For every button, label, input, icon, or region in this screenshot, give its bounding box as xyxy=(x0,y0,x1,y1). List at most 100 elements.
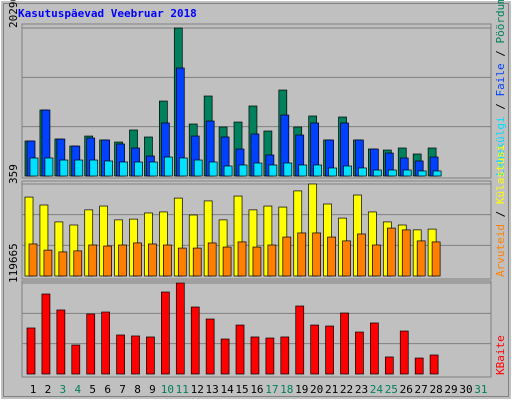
bar xyxy=(313,164,323,177)
legend-separator: / xyxy=(494,97,507,117)
x-tick-label: 11 xyxy=(176,383,189,396)
bar xyxy=(175,282,185,375)
bar xyxy=(104,160,114,177)
bar xyxy=(29,157,39,177)
bar xyxy=(298,164,308,177)
bar xyxy=(283,162,293,177)
x-tick-label: 31 xyxy=(474,383,487,396)
bar xyxy=(235,324,245,375)
bar xyxy=(267,244,277,277)
bar xyxy=(205,318,215,375)
bar xyxy=(86,313,96,375)
bar xyxy=(220,338,230,375)
x-tick-label: 20 xyxy=(310,383,323,396)
bar xyxy=(134,161,143,177)
bar xyxy=(372,244,381,277)
bar xyxy=(41,293,51,375)
x-tick-label: 18 xyxy=(280,383,293,396)
x-tick-label: 30 xyxy=(459,383,472,396)
x-tick-label: 13 xyxy=(206,383,219,396)
legend-entry: Faile xyxy=(494,63,507,96)
bar xyxy=(312,232,322,277)
x-tick-label: 26 xyxy=(400,383,413,396)
bar xyxy=(26,327,36,375)
legend-separator: / xyxy=(494,204,507,224)
bar xyxy=(325,325,334,375)
bar xyxy=(328,167,337,177)
bar xyxy=(192,247,202,277)
legend-separator: / xyxy=(494,44,507,64)
legend: Lehekülgi / Faile / Pöördumisi xyxy=(494,0,507,176)
bar xyxy=(373,169,382,177)
bar xyxy=(59,159,69,177)
x-tick-label: 21 xyxy=(325,383,338,396)
x-tick-label: 24 xyxy=(370,383,384,396)
bar xyxy=(146,336,155,375)
bar xyxy=(190,306,200,375)
legend-entry: Lehekülgi xyxy=(494,116,507,176)
bar xyxy=(164,156,173,177)
x-tick-label: 8 xyxy=(134,383,141,396)
x-tick-label: 28 xyxy=(429,383,442,396)
x-tick-label: 4 xyxy=(74,383,81,396)
bar xyxy=(116,334,125,375)
x-tick-label: 9 xyxy=(149,383,156,396)
legend-entry: Pöördumisi xyxy=(494,0,507,44)
bar xyxy=(207,242,217,277)
bar xyxy=(386,227,396,277)
legend-entry: Arvuteid xyxy=(494,224,507,277)
frame-inner xyxy=(3,3,509,397)
bar xyxy=(56,309,66,375)
bar xyxy=(416,240,426,277)
bar xyxy=(343,165,352,177)
bar xyxy=(358,167,367,177)
bar xyxy=(310,324,320,375)
x-tick-label: 1 xyxy=(30,383,37,396)
bar xyxy=(432,170,442,177)
x-tick-label: 7 xyxy=(119,383,126,396)
bar xyxy=(265,337,275,375)
y-tick-label: 119665 xyxy=(7,243,20,283)
bar xyxy=(71,344,81,375)
bar xyxy=(118,244,127,277)
x-tick-label: 16 xyxy=(250,383,263,396)
x-tick-label: 27 xyxy=(415,383,428,396)
bar xyxy=(282,236,292,277)
bar xyxy=(44,157,54,177)
bar xyxy=(58,251,68,277)
x-tick-label: 19 xyxy=(295,383,308,396)
bar xyxy=(88,244,98,277)
bar xyxy=(295,305,305,375)
x-tick-label: 2 xyxy=(45,383,52,396)
bar xyxy=(401,229,411,277)
y-tick-label: 20296 xyxy=(7,0,20,28)
bar xyxy=(43,249,53,277)
bar xyxy=(280,336,290,375)
x-tick-label: 3 xyxy=(60,383,67,396)
bar xyxy=(297,232,307,277)
bar xyxy=(148,243,157,277)
y-tick-label: 359 xyxy=(7,164,20,184)
bar xyxy=(208,161,218,177)
bar xyxy=(103,245,113,277)
legend-entry: Külastusi xyxy=(494,145,507,205)
chart-title: Kasutuspäevad Veebruar 2018 xyxy=(18,7,197,20)
bar xyxy=(327,236,336,277)
bar xyxy=(414,357,424,375)
legend-entry: KBaite xyxy=(494,335,507,375)
bar xyxy=(73,250,83,277)
bar xyxy=(178,157,188,177)
bar xyxy=(161,291,170,375)
bar xyxy=(429,354,439,375)
bar xyxy=(222,246,232,277)
bar xyxy=(133,242,142,277)
bar xyxy=(431,241,441,277)
bar xyxy=(417,170,427,177)
bar xyxy=(237,241,247,277)
x-tick-label: 23 xyxy=(355,383,368,396)
bar xyxy=(89,159,99,177)
x-tick-label: 10 xyxy=(161,383,174,396)
x-tick-label: 29 xyxy=(444,383,457,396)
bar xyxy=(193,159,203,177)
bar xyxy=(101,311,111,375)
